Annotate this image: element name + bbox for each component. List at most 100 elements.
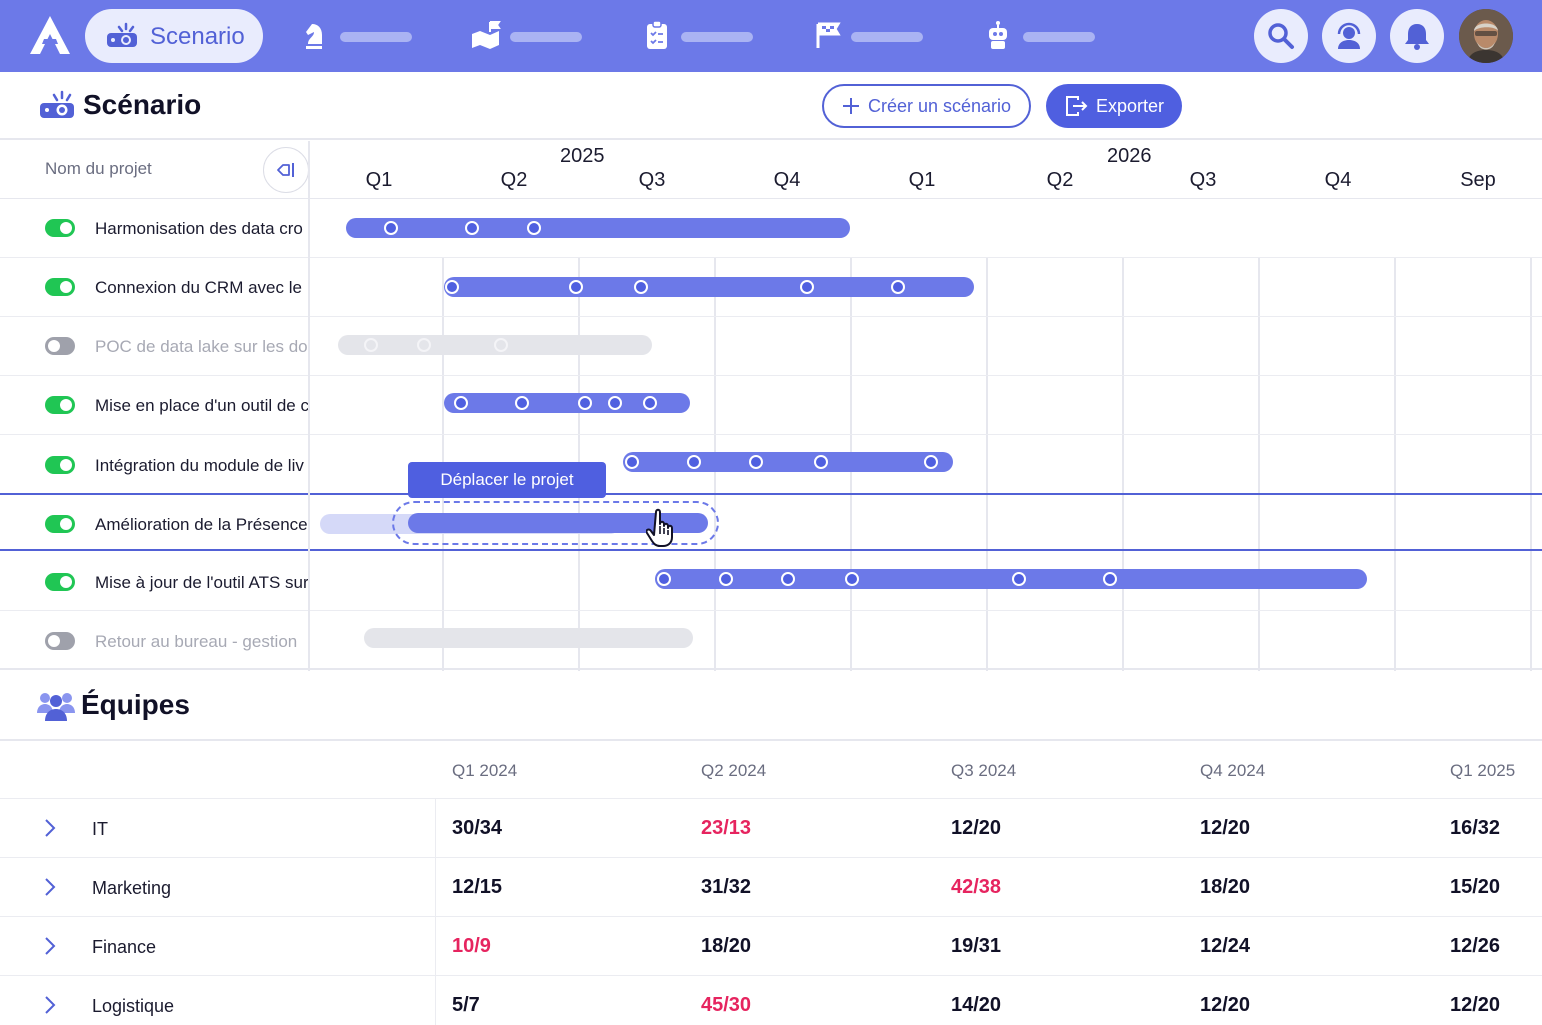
team-row[interactable]: Marketing 12/15 31/32 42/38 18/20 15/20 xyxy=(0,858,1542,917)
milestone-dot[interactable] xyxy=(891,280,905,294)
create-scenario-button[interactable]: Créer un scénario xyxy=(822,84,1031,128)
project-bar[interactable] xyxy=(346,218,850,238)
project-row[interactable]: Harmonisation des data cro xyxy=(0,199,1542,258)
project-row-selected[interactable]: Amélioration de la Présence xyxy=(0,493,1542,551)
milestone-dot[interactable] xyxy=(625,455,639,469)
project-name: Mise en place d'un outil de c xyxy=(95,396,308,415)
quarter-label: Q1 xyxy=(365,169,393,191)
support-button[interactable] xyxy=(1322,9,1376,63)
project-row[interactable]: Intégration du module de liv xyxy=(0,435,1542,494)
project-row[interactable]: Connexion du CRM avec le xyxy=(0,258,1542,317)
project-toggle[interactable] xyxy=(45,515,75,533)
project-column-title: Nom du projet xyxy=(45,159,152,178)
grid-line xyxy=(1258,258,1260,671)
milestone-dot[interactable] xyxy=(454,396,468,410)
milestone-dot[interactable] xyxy=(465,221,479,235)
team-capacity-over: 10/9 xyxy=(452,935,491,957)
nav-tab-milestones[interactable] xyxy=(815,20,923,54)
nav-tab-scenario-label: Scenario xyxy=(150,23,245,50)
project-toggle[interactable] xyxy=(45,456,75,474)
project-row[interactable]: Retour au bureau - gestion xyxy=(0,611,1542,670)
gantt-chart: Nom du projet 2025 2026 Q1 Q2 Q3 Q4 Q1 Q… xyxy=(0,141,1542,671)
project-toggle[interactable] xyxy=(45,219,75,237)
project-toggle[interactable] xyxy=(45,396,75,414)
milestone-dot[interactable] xyxy=(814,455,828,469)
team-capacity: 30/34 xyxy=(452,817,503,839)
milestone-dot[interactable] xyxy=(687,455,701,469)
project-toggle[interactable] xyxy=(45,278,75,296)
project-toggle[interactable] xyxy=(45,632,75,650)
project-toggle[interactable] xyxy=(45,573,75,591)
team-name: Marketing xyxy=(92,878,172,898)
team-row[interactable]: Finance 10/9 18/20 19/31 12/24 12/26 xyxy=(0,917,1542,976)
milestone-dot[interactable] xyxy=(515,396,529,410)
team-capacity-over: 42/38 xyxy=(951,876,1002,898)
project-name: Connexion du CRM avec le xyxy=(95,278,302,297)
project-bar[interactable] xyxy=(338,335,652,355)
milestone-dot[interactable] xyxy=(494,338,508,352)
project-row[interactable]: Mise à jour de l'outil ATS sur xyxy=(0,552,1542,611)
project-bar-dragging[interactable] xyxy=(408,513,708,533)
milestone-dot[interactable] xyxy=(417,338,431,352)
quarter-label: Q4 xyxy=(1324,169,1352,191)
milestone-dot[interactable] xyxy=(657,572,671,586)
milestone-dot[interactable] xyxy=(800,280,814,294)
chevron-right-icon[interactable] xyxy=(42,817,58,839)
teams-column-header: Q1 2024 Q2 2024 Q3 2024 Q4 2024 Q1 2025 xyxy=(0,741,1542,799)
milestone-dot[interactable] xyxy=(1103,572,1117,586)
project-bar[interactable] xyxy=(623,452,953,472)
project-row[interactable]: Mise en place d'un outil de c xyxy=(0,376,1542,435)
milestone-dot[interactable] xyxy=(608,396,622,410)
user-avatar[interactable] xyxy=(1459,9,1513,63)
nav-tab-scenario[interactable]: Scenario xyxy=(85,9,263,63)
nav-tab-tasks[interactable] xyxy=(645,20,753,54)
team-row[interactable]: Logistique 5/7 45/30 14/20 12/20 12/20 xyxy=(0,976,1542,1025)
project-bar[interactable] xyxy=(655,569,1367,589)
search-button[interactable] xyxy=(1254,9,1308,63)
project-bar[interactable] xyxy=(444,393,690,413)
project-toggle[interactable] xyxy=(45,337,75,355)
robot-icon xyxy=(989,21,1007,49)
milestone-dot[interactable] xyxy=(781,572,795,586)
project-bar[interactable] xyxy=(444,277,974,297)
milestone-dot[interactable] xyxy=(634,280,648,294)
project-bar[interactable] xyxy=(364,628,693,648)
team-quarter-header: Q1 2024 xyxy=(452,761,518,780)
team-capacity: 18/20 xyxy=(701,935,752,957)
export-button[interactable]: Exporter xyxy=(1046,84,1182,128)
export-icon xyxy=(1065,96,1088,116)
quarter-label: Q3 xyxy=(1189,169,1217,191)
milestone-dot[interactable] xyxy=(845,572,859,586)
milestone-dot[interactable] xyxy=(527,221,541,235)
quarter-label: Sep xyxy=(1460,169,1496,191)
quarter-label: Q2 xyxy=(1046,169,1074,191)
milestone-dot[interactable] xyxy=(569,280,583,294)
milestone-dot[interactable] xyxy=(924,455,938,469)
quarter-label: Q2 xyxy=(500,169,528,191)
milestone-dot[interactable] xyxy=(643,396,657,410)
chevron-right-icon[interactable] xyxy=(42,935,58,957)
milestone-dot[interactable] xyxy=(364,338,378,352)
nav-tab-automation[interactable] xyxy=(985,20,1095,54)
app-logo[interactable] xyxy=(28,14,72,56)
project-name: Harmonisation des data cro xyxy=(95,219,303,238)
chevron-right-icon[interactable] xyxy=(42,876,58,898)
team-row[interactable]: IT 30/34 23/13 12/20 12/20 16/32 xyxy=(0,799,1542,858)
notifications-button[interactable] xyxy=(1390,9,1444,63)
year-label: 2026 xyxy=(1107,145,1152,167)
nav-label-placeholder xyxy=(510,32,582,42)
chevron-right-icon[interactable] xyxy=(42,994,58,1016)
team-capacity: 12/20 xyxy=(1200,817,1251,839)
milestone-dot[interactable] xyxy=(445,280,459,294)
milestone-dot[interactable] xyxy=(719,572,733,586)
milestone-dot[interactable] xyxy=(578,396,592,410)
nav-tab-roadmap[interactable] xyxy=(470,20,582,54)
collapse-sidebar-button[interactable] xyxy=(263,147,309,193)
nav-label-placeholder xyxy=(1023,32,1095,42)
nav-tab-strategy[interactable] xyxy=(300,20,412,54)
milestone-dot[interactable] xyxy=(1012,572,1026,586)
milestone-dot[interactable] xyxy=(749,455,763,469)
project-row[interactable]: POC de data lake sur les do xyxy=(0,317,1542,376)
team-capacity: 12/26 xyxy=(1450,935,1501,957)
milestone-dot[interactable] xyxy=(384,221,398,235)
